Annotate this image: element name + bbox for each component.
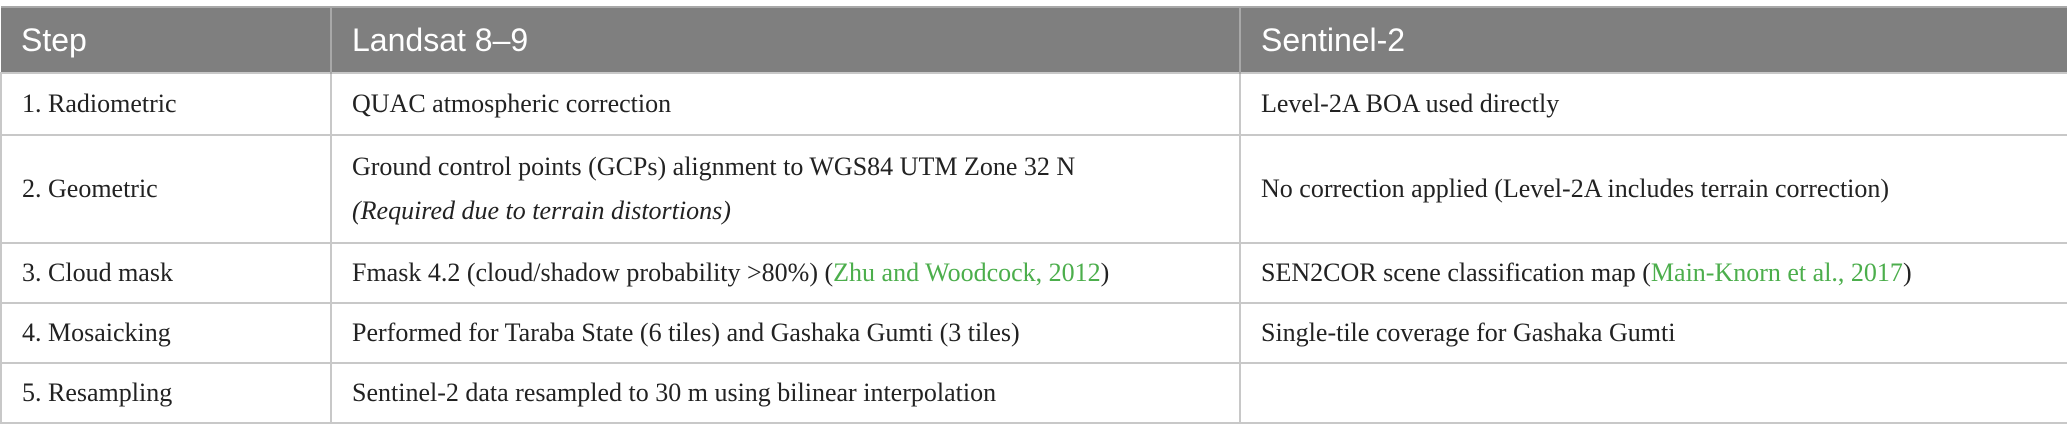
sentinel-cell: Single-tile coverage for Gashaka Gumti (1239, 302, 2067, 364)
table-row: 2. Geometric Ground control points (GCPs… (0, 134, 2067, 244)
landsat-note: (Required due to terrain distortions) (352, 196, 731, 225)
header-landsat: Landsat 8–9 (331, 6, 1241, 73)
header-step: Step (1, 6, 332, 73)
landsat-cell: QUAC atmospheric correction (330, 72, 1241, 136)
sentinel-cell: No correction applied (Level-2A includes… (1239, 134, 2067, 244)
sentinel-cell: SEN2COR scene classification map (Main-K… (1239, 242, 2067, 304)
sentinel-text: SEN2COR scene classification map ( (1261, 258, 1651, 287)
table-row: 3. Cloud mask Fmask 4.2 (cloud/shadow pr… (0, 242, 2067, 304)
table-row: 4. Mosaicking Performed for Taraba State… (0, 302, 2067, 364)
paren-close: ) (1902, 258, 1912, 287)
header-row: Step Landsat 8–9 Sentinel-2 (1, 6, 2067, 73)
landsat-cell: Sentinel-2 data resampled to 30 m using … (330, 362, 1241, 424)
landsat-cell: Ground control points (GCPs) alignment t… (330, 134, 1241, 244)
header-sentinel: Sentinel-2 (1240, 6, 2067, 73)
sentinel-cell: Level-2A BOA used directly (1239, 72, 2067, 136)
sentinel-cell (1239, 362, 2067, 424)
step-cell: 1. Radiometric (0, 72, 332, 136)
landsat-text: Ground control points (GCPs) alignment t… (352, 152, 1076, 181)
landsat-text: Fmask 4.2 (cloud/shadow probability >80%… (352, 258, 834, 287)
citation-link-main-knorn[interactable]: Main-Knorn et al., 2017 (1650, 258, 1903, 287)
step-cell: 2. Geometric (0, 134, 332, 244)
landsat-cell: Performed for Taraba State (6 tiles) and… (330, 302, 1241, 364)
landsat-cell: Fmask 4.2 (cloud/shadow probability >80%… (330, 242, 1241, 304)
step-cell: 4. Mosaicking (0, 302, 332, 364)
preprocessing-table: Step Landsat 8–9 Sentinel-2 1. Radiometr… (0, 6, 2067, 424)
step-cell: 5. Resampling (0, 362, 332, 424)
table-row: 1. Radiometric QUAC atmospheric correcti… (0, 72, 2067, 136)
step-cell: 3. Cloud mask (0, 242, 332, 304)
table-row: 5. Resampling Sentinel-2 data resampled … (0, 362, 2067, 424)
paren-close: ) (1100, 258, 1110, 287)
citation-link-zhu-woodcock[interactable]: Zhu and Woodcock, 2012 (833, 258, 1101, 287)
